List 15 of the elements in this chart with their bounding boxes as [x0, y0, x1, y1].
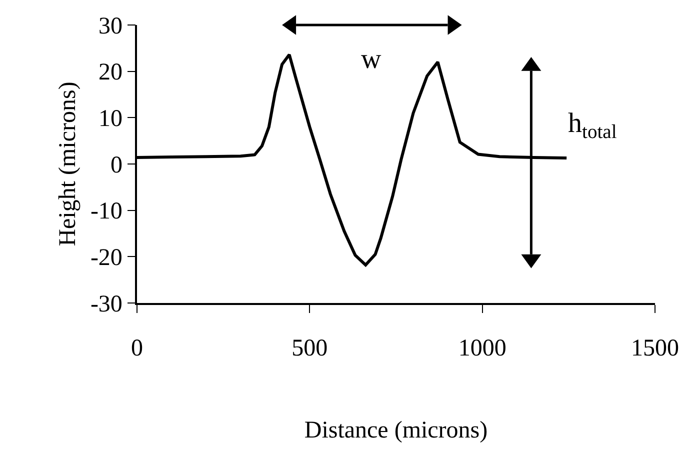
- x-axis-title: Distance (microns): [304, 417, 488, 444]
- y-tick-label: -20: [90, 245, 122, 272]
- y-tick-label: 30: [98, 13, 122, 40]
- y-tick-label: 20: [98, 60, 122, 86]
- x-tick-label: 0: [131, 336, 143, 362]
- x-tick-label: 500: [292, 336, 328, 362]
- x-tick-label: 1500: [631, 336, 679, 362]
- annotation: h$_{total}$: [568, 108, 618, 143]
- y-tick-label: -30: [90, 291, 122, 318]
- x-tick-label: 1000: [458, 336, 506, 362]
- y-tick-label: -10: [90, 198, 122, 225]
- annotation: w: [361, 44, 382, 75]
- y-axis-title: Height (microns): [55, 82, 82, 246]
- y-tick-label: 10: [98, 106, 122, 132]
- y-tick-label: 0: [110, 152, 122, 178]
